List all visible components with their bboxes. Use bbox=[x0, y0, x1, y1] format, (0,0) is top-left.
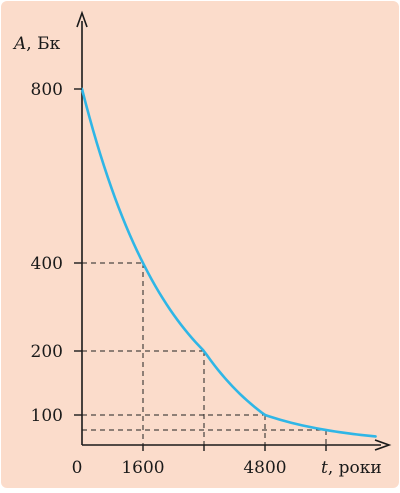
x-tick-label-4800: 4800 bbox=[243, 458, 286, 478]
y-axis-unit: , Бк bbox=[26, 34, 60, 54]
x-tick-label-1600: 1600 bbox=[121, 458, 164, 478]
y-tick-label-800: 800 bbox=[31, 80, 63, 100]
decay-curve bbox=[80, 87, 377, 438]
y-tick-label-100: 100 bbox=[31, 406, 63, 426]
origin-label: 0 bbox=[72, 458, 83, 478]
x-axis-label: t, роки bbox=[321, 458, 382, 478]
y-axis-symbol: A bbox=[12, 34, 26, 54]
y-tick-label-200: 200 bbox=[31, 342, 63, 362]
y-axis-label: A, Бк bbox=[12, 34, 61, 54]
x-axis-unit: , роки bbox=[328, 458, 382, 478]
y-tick-label-400: 400 bbox=[31, 254, 63, 274]
x-axis-symbol: t bbox=[321, 458, 328, 478]
x-axis-arrow bbox=[374, 439, 392, 451]
y-axis-arrow bbox=[76, 10, 88, 28]
